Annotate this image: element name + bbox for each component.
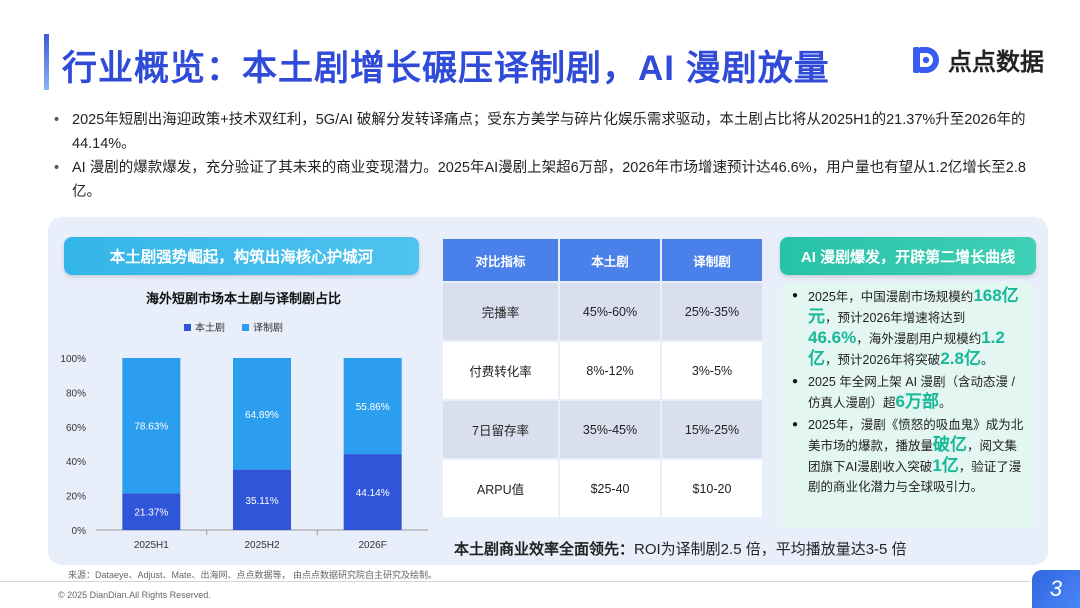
table-row: 付费转化率 8%-12% 3%-5% [440,340,764,401]
bar-segment [233,358,291,470]
fact-text: ，验证了漫剧的商业化潜力与全球吸引力。 [808,460,1022,494]
fact-item: 2025 年全网上架 AI 漫剧（含动态漫 / 仿真人漫剧）超6万部。 [792,372,1024,413]
logo-text: 点点数据 [948,49,1044,76]
bar-value-label: 21.37% [134,508,168,519]
table-note: 本土剧商业效率全面领先：ROI为译制剧2.5 倍，平均播放量达3-5 倍 [454,538,907,559]
y-tick-label: 100% [60,354,86,365]
copyright: © 2025 DianDian.All Rights Reserved. [58,590,211,600]
fact-highlight: 6万部 [895,392,939,411]
table-cell: 45%-60% [558,281,663,342]
table-cell: 8%-12% [558,340,663,401]
brand-logo: 点点数据 [910,42,1044,77]
fact-text: ，阅文集团旗下AI漫剧收入突破 [808,439,1018,474]
fact-item: 2025年，漫剧《愤怒的吸血鬼》成为北美市场的爆款，播放量破亿，阅文集团旗下AI… [792,415,1024,497]
bar-value-label: 35.11% [245,496,278,507]
bar-value-label: 64.89% [245,410,279,421]
table-row: 7日留存率 35%-45% 15%-25% [440,399,764,460]
diandian-logo-icon [913,46,939,73]
bar-segment [343,454,402,530]
y-tick-label: 80% [66,388,86,399]
fact-text: 2025年，中国漫剧市场规模约 [808,290,974,304]
table-cell: 25%-35% [660,281,764,342]
table-cell: $25-40 [558,458,663,519]
chart-svg: 本土剧 译制剧 0% 20% 40% 60% 80% 100% 21.37% 78.63% 2025… [60,321,428,551]
table-cell: ARPU值 [440,458,561,519]
table-header-row: 对比指标 本土剧 译制剧 [440,237,764,283]
table-cell: 7日留存率 [440,399,561,460]
table-cell: 35%-45% [558,399,663,460]
legend-swatch [242,324,249,331]
table-header: 对比指标 [440,237,561,283]
right-section-heading: AI 漫剧爆发，开辟第二增长曲线 [780,237,1036,275]
bar-value-label: 55.86% [356,402,390,413]
bar-value-label: 78.63% [134,422,168,433]
fact-highlight: 破亿 [933,435,968,454]
fact-text: 2025 年全网上架 AI 漫剧（含动态漫 / 仿真人漫剧）超 [808,375,1015,410]
source-note: 来源：Dataeye、Adjust、Mate、出海网、点点数据等， 由点点数据研… [68,570,438,580]
bar-segment [122,358,181,494]
table-row: ARPU值 $25-40 $10-20 [440,458,764,519]
table-note-text: ROI为译制剧2.5 倍，平均播放量达3-5 倍 [634,541,907,558]
y-tick-label: 20% [66,492,86,503]
table-cell: $10-20 [660,458,764,519]
fact-highlight: 46.6% [808,328,857,347]
fact-highlight: 1.2亿 [808,328,1005,368]
chart-title: 海外短剧市场本土剧与译制剧占比 [145,291,341,306]
fact-text: ，预计2026年增速将达到 [825,311,966,325]
left-section-heading: 本土剧强势崛起，构筑出海核心护城河 [64,237,419,275]
ai-comic-facts: 2025年，中国漫剧市场规模约168亿元，预计2026年增速将达到 46.6%，海… [782,282,1034,528]
table-cell: 3%-5% [660,340,764,401]
x-tick-label: 2026F [358,540,386,551]
legend-label: 本土剧 [195,321,225,334]
fact-text: 2025年，漫剧《愤怒的吸血鬼》成为北美市场的爆款，播放量 [808,418,1024,453]
summary-bullet: AI 漫剧的爆款爆发，充分验证了其未来的商业变现潜力。2025年AI漫剧上架超6… [52,156,1042,204]
y-tick-label: 40% [66,457,86,468]
table-cell: 15%-25% [660,399,764,460]
fact-text: ，海外漫剧用户规模约 [856,332,982,346]
footer-divider [0,581,1030,582]
legend-swatch [184,324,191,331]
table-cell: 付费转化率 [440,340,561,401]
bar-segment [122,493,181,530]
fact-text: 。 [938,396,952,410]
x-tick-label: 2025H2 [244,540,279,551]
y-tick-label: 0% [72,526,87,537]
summary-bullet: 2025年短剧出海迎政策+技术双红利，5G/AI 破解分发转译痛点；受东方美学与… [52,108,1042,156]
page-title: 行业概览：本土剧增长碾压译制剧，AI 漫剧放量 [62,49,830,88]
y-tick-label: 60% [66,423,86,434]
bar-segment [233,469,291,530]
fact-text: 。 [980,353,994,367]
table-note-bold: 本土剧商业效率全面领先： [454,541,635,558]
table-cell: 完播率 [440,281,561,342]
fact-highlight: 2.8亿 [940,349,981,368]
table-row: 完播率 45%-60% 25%-35% [440,281,764,342]
bar-value-label: 44.14% [356,488,390,499]
table-header: 译制剧 [660,237,764,283]
bar-segment [343,358,402,455]
title-accent-bar [44,34,49,90]
fact-highlight: 1亿 [932,456,959,475]
page-number: 3 [1032,570,1080,608]
x-tick-label: 2025H1 [134,540,169,551]
comparison-table: 对比指标 本土剧 译制剧 完播率 45%-60% 25%-35% 付费转化率 8… [440,237,764,519]
fact-highlight: 168亿元 [808,286,1019,326]
share-chart: 海外短剧市场本土剧与译制剧占比 本土剧 译制剧 0% 20% 40% 60% 80% 100%… [56,280,431,556]
legend-label: 译制剧 [253,321,283,334]
summary-bullets: 2025年短剧出海迎政策+技术双红利，5G/AI 破解分发转译痛点；受东方美学与… [52,108,1042,204]
fact-text: ，预计2026年将突破 [825,353,941,367]
table-header: 本土剧 [558,237,663,283]
fact-item: 2025年，中国漫剧市场规模约168亿元，预计2026年增速将达到 46.6%，海… [792,286,1024,370]
